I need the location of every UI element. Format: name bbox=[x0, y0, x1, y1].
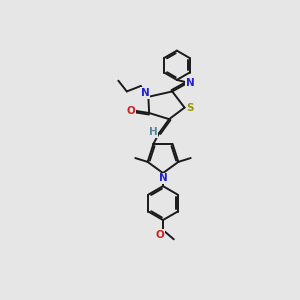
Text: N: N bbox=[186, 78, 194, 88]
Text: O: O bbox=[126, 106, 135, 116]
Text: S: S bbox=[186, 103, 194, 112]
Text: H: H bbox=[148, 127, 158, 137]
Text: O: O bbox=[155, 230, 164, 240]
Text: N: N bbox=[159, 173, 168, 184]
Text: N: N bbox=[141, 88, 150, 98]
